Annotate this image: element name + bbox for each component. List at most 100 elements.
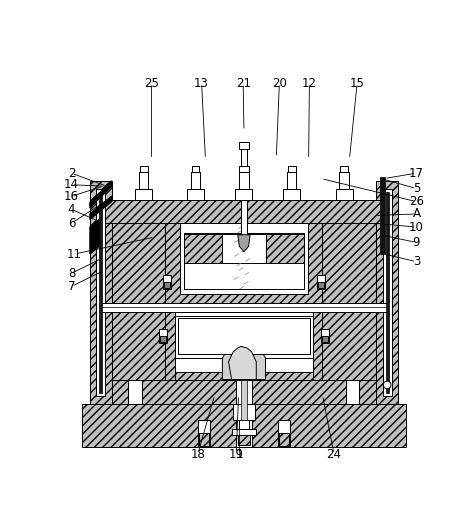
Bar [241, 200, 247, 235]
Bar [278, 433, 289, 446]
Bar [287, 172, 296, 189]
Bar [238, 418, 249, 430]
Text: 12: 12 [302, 77, 317, 90]
Text: 24: 24 [327, 448, 342, 461]
Text: 17: 17 [409, 167, 424, 180]
Text: A: A [412, 208, 420, 221]
Text: 11: 11 [67, 248, 82, 261]
Bar [180, 223, 308, 294]
Bar [241, 149, 247, 166]
Text: 2: 2 [68, 167, 75, 180]
Text: 1: 1 [236, 448, 243, 461]
Bar [236, 189, 252, 200]
Bar [198, 419, 210, 446]
Bar [111, 312, 165, 379]
Bar [140, 166, 148, 172]
Bar [165, 372, 322, 379]
Bar [288, 166, 296, 172]
Bar [90, 181, 111, 404]
Text: 26: 26 [409, 195, 424, 208]
Bar [238, 430, 250, 445]
Bar [164, 282, 170, 288]
Bar [236, 404, 252, 446]
Bar [184, 234, 222, 263]
Bar [184, 233, 304, 289]
Bar [386, 193, 389, 392]
Bar [191, 172, 200, 189]
Text: 13: 13 [194, 77, 209, 90]
Text: 16: 16 [64, 190, 79, 203]
Bar [165, 223, 322, 303]
Bar [160, 336, 166, 342]
Bar [135, 189, 152, 200]
Text: 21: 21 [236, 77, 251, 90]
Bar [233, 404, 255, 419]
Bar [322, 336, 328, 342]
Bar [96, 188, 105, 397]
Bar [222, 234, 266, 263]
Bar [187, 189, 204, 200]
Bar [240, 166, 248, 172]
Bar [165, 312, 322, 379]
Bar [236, 379, 252, 419]
Bar [191, 166, 199, 172]
Bar [383, 188, 392, 397]
Text: 8: 8 [68, 267, 75, 280]
Text: 18: 18 [190, 448, 205, 461]
Polygon shape [90, 181, 111, 208]
Text: 7: 7 [68, 280, 75, 293]
Text: 9: 9 [413, 236, 420, 249]
Bar [336, 189, 353, 200]
Text: 19: 19 [229, 448, 244, 461]
Bar [241, 379, 247, 419]
Bar [380, 177, 385, 254]
Bar [101, 379, 387, 404]
Bar [165, 312, 322, 379]
Text: 3: 3 [413, 255, 420, 268]
Bar [238, 142, 249, 149]
Bar [239, 172, 248, 189]
Bar [99, 193, 102, 392]
Bar [159, 329, 167, 343]
Bar [129, 379, 142, 404]
Bar [278, 419, 290, 446]
Bar [175, 316, 313, 358]
Text: 25: 25 [144, 77, 159, 90]
Circle shape [383, 381, 391, 389]
Bar [266, 234, 304, 263]
Bar [163, 275, 171, 289]
Bar [318, 282, 324, 288]
Text: 4: 4 [68, 203, 75, 216]
Text: 5: 5 [413, 182, 420, 195]
Text: 10: 10 [409, 221, 424, 234]
Bar [339, 172, 348, 189]
Bar [321, 329, 328, 343]
Bar [283, 189, 300, 200]
Bar [322, 223, 377, 303]
Bar [101, 303, 387, 312]
Bar [111, 223, 165, 303]
Text: 14: 14 [64, 178, 79, 191]
Bar [322, 312, 377, 379]
Bar [313, 312, 323, 379]
Bar [139, 172, 149, 189]
Bar [198, 433, 209, 446]
Text: 20: 20 [272, 77, 287, 90]
Text: 6: 6 [68, 217, 75, 230]
Polygon shape [90, 220, 99, 254]
Bar [232, 429, 256, 435]
Bar [377, 181, 398, 404]
Text: 15: 15 [350, 77, 365, 90]
Bar [101, 200, 387, 223]
Polygon shape [238, 235, 250, 252]
Bar [178, 318, 310, 354]
Bar [82, 404, 406, 446]
Polygon shape [222, 336, 266, 379]
Bar [340, 166, 348, 172]
Bar [346, 379, 359, 404]
Bar [165, 312, 175, 379]
Bar [317, 275, 325, 289]
Polygon shape [90, 196, 111, 220]
Bar [239, 166, 248, 172]
Polygon shape [228, 346, 256, 379]
